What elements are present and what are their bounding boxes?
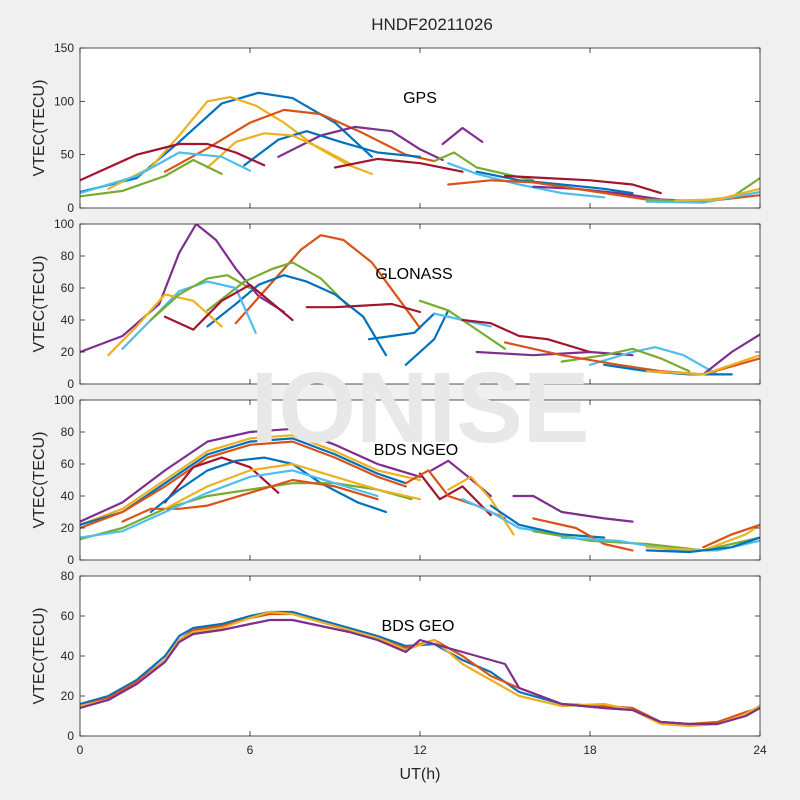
series-line-14: [475, 170, 634, 195]
series-line-14: [447, 475, 515, 536]
panel-glonass: 0 20 40 60 80 100 VTEC(TECU) GLONASS: [31, 217, 761, 391]
x-tick-label: 6: [247, 743, 254, 757]
series-line-3: [163, 108, 436, 173]
y-tick-label: 50: [61, 148, 75, 162]
series-line-22: [645, 536, 760, 554]
y-tick-label: 150: [54, 41, 74, 55]
series-line-21: [645, 354, 760, 376]
y-tick-label: 40: [61, 489, 75, 503]
series-line-4: [206, 274, 388, 357]
y-axis-label: VTEC(TECU): [31, 256, 48, 353]
series-line-4: [80, 440, 407, 530]
series-line-10: [367, 312, 436, 341]
y-tick-label: 60: [61, 609, 75, 623]
series-line-6: [149, 456, 388, 514]
x-tick-label: 24: [753, 743, 767, 757]
y-tick-label: 0: [67, 553, 74, 567]
x-tick-label: 12: [413, 743, 427, 757]
panel-title: GLONASS: [375, 266, 452, 283]
y-tick-label: 0: [67, 201, 74, 215]
series-line-3: [206, 261, 351, 312]
series-line-18: [532, 517, 634, 552]
series-line-8: [121, 478, 379, 523]
series-line-14: [461, 318, 592, 354]
plot-area: [80, 48, 760, 208]
series-group: [80, 91, 760, 204]
y-tick-label: 0: [67, 377, 74, 391]
series-line-10: [333, 157, 464, 173]
series-line-8: [80, 158, 223, 198]
series-group: [80, 427, 760, 554]
series-line-17: [560, 347, 691, 373]
x-tick-label: 18: [583, 743, 597, 757]
series-line-2: [107, 95, 373, 190]
series-line-2: [80, 434, 422, 526]
series-line-5: [243, 130, 422, 167]
plot-area: [80, 576, 760, 736]
chart-title: HNDF20211026: [371, 15, 493, 34]
y-axis-label: VTEC(TECU): [31, 608, 48, 705]
series-line-13: [447, 162, 606, 199]
y-tick-label: 20: [61, 521, 75, 535]
series-line-15: [503, 174, 662, 195]
series-line-10: [163, 462, 422, 510]
y-tick-label: 60: [61, 457, 75, 471]
panel-bds-ngeo: 0 20 40 60 80 100 VTEC(TECU) BDS NGEO: [31, 393, 761, 567]
y-tick-label: 100: [54, 94, 74, 108]
series-line-11: [441, 126, 484, 146]
series-line-20: [673, 187, 760, 202]
panel-bds-geo: 0 20 40 60 80 0 6 12 18 24 VTEC(TECU) BDS GEO: [31, 569, 767, 757]
y-tick-label: 80: [61, 249, 75, 263]
series-line-3: [80, 610, 760, 728]
series-line-4: [277, 125, 444, 162]
series-line-17: [512, 494, 634, 523]
series-line-4: [80, 618, 760, 726]
series-line-23: [702, 523, 760, 549]
y-axis-label: VTEC(TECU): [31, 432, 48, 529]
series-group: [80, 610, 760, 728]
y-tick-label: 100: [54, 393, 74, 407]
series-line-9: [305, 302, 422, 314]
x-tick-label: 0: [77, 743, 84, 757]
y-tick-label: 0: [67, 729, 74, 743]
x-axis-label: UT(h): [400, 766, 441, 783]
series-line-1: [80, 427, 422, 523]
series-line-6: [107, 293, 223, 357]
plot-area: [80, 224, 760, 384]
series-line-15: [461, 498, 563, 536]
series-group: [80, 224, 760, 376]
panel-title: GPS: [403, 90, 437, 107]
watermark: IONISE: [251, 352, 590, 464]
y-tick-label: 40: [61, 649, 75, 663]
y-tick-label: 100: [54, 217, 74, 231]
series-line-21: [645, 523, 760, 552]
y-tick-label: 80: [61, 425, 75, 439]
series-line-2: [234, 234, 422, 330]
series-line-8: [163, 283, 294, 331]
series-line-7: [80, 142, 266, 182]
series-line-16: [588, 346, 719, 376]
y-tick-label: 20: [61, 345, 75, 359]
series-line-7: [80, 482, 413, 541]
y-axis-label: VTEC(TECU): [31, 80, 48, 177]
panel-gps: 0 50 100 150 VTEC(TECU) GPS: [31, 41, 761, 215]
series-line-19: [702, 333, 760, 376]
series-line-11: [418, 472, 492, 517]
series-line-7: [149, 274, 252, 322]
series-line-16: [489, 504, 606, 539]
y-tick-label: 40: [61, 313, 75, 327]
y-tick-label: 60: [61, 281, 75, 295]
panel-title: BDS GEO: [382, 618, 455, 635]
y-tick-label: 20: [61, 689, 75, 703]
series-line-9: [80, 469, 379, 539]
series-line-19: [645, 190, 760, 204]
series-line-11: [404, 309, 450, 366]
panel-title: BDS NGEO: [374, 442, 458, 459]
y-tick-label: 80: [61, 569, 75, 583]
series-line-9: [80, 151, 252, 195]
series-line-6: [206, 132, 351, 169]
